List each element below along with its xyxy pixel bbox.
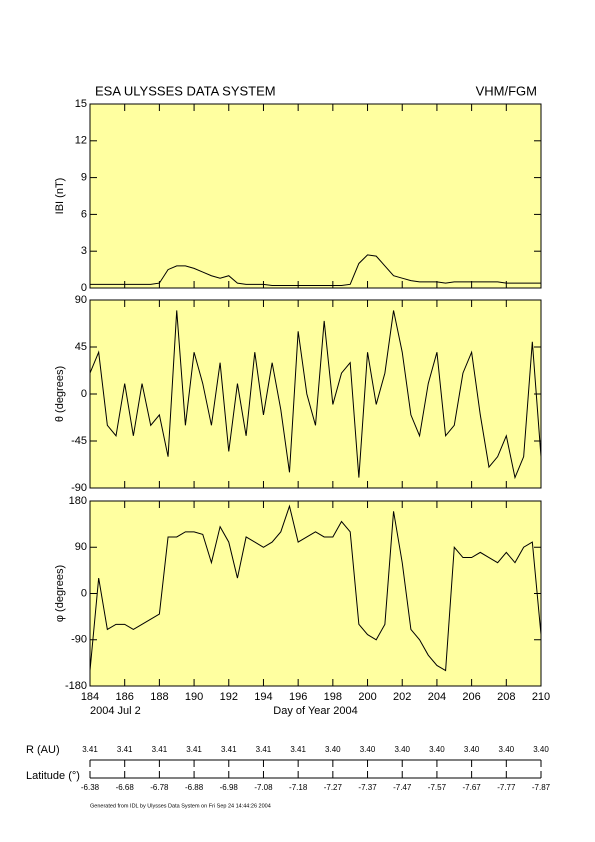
- x-tick-label: 200: [358, 691, 376, 703]
- latitude-value: -7.47: [393, 783, 412, 792]
- latitude-label: Latitude (°): [26, 770, 80, 782]
- y-tick-label: 9: [81, 172, 87, 184]
- y-tick-label: 0: [81, 282, 87, 294]
- x-tick-label: 192: [220, 691, 238, 703]
- y-tick-label: 180: [69, 495, 87, 507]
- y-tick-label: 3: [81, 245, 87, 257]
- data-line: [89, 504, 542, 672]
- r-value: 3.41: [186, 745, 202, 754]
- r-value: 3.41: [221, 745, 237, 754]
- r-value: 3.40: [325, 745, 341, 754]
- y-axis-label: IBI (nT): [54, 178, 66, 215]
- y-axis-label: θ (degrees): [54, 366, 66, 422]
- plot-area: [89, 500, 542, 687]
- r-value: 3.40: [499, 745, 515, 754]
- title: ESA ULYSSES DATA SYSTEM: [95, 83, 276, 98]
- r-value: 3.41: [117, 745, 133, 754]
- latitude-value: -7.18: [289, 783, 308, 792]
- start-date: 2004 Jul 2: [90, 705, 141, 717]
- x-tick-label: 208: [497, 691, 515, 703]
- y-axis-label: φ (degrees): [54, 565, 66, 622]
- y-tick-label: -45: [71, 435, 87, 447]
- x-tick-label: 198: [324, 691, 342, 703]
- latitude-value: -6.98: [220, 783, 239, 792]
- latitude-value: -7.27: [324, 783, 343, 792]
- r-value: 3.40: [533, 745, 549, 754]
- latitude-value: -7.87: [532, 783, 551, 792]
- x-tick-label: 188: [150, 691, 168, 703]
- y-tick-label: -90: [71, 482, 87, 494]
- plot-area: [89, 103, 542, 289]
- x-tick-label: 206: [462, 691, 480, 703]
- x-tick-label: 194: [254, 691, 272, 703]
- r-value: 3.41: [152, 745, 168, 754]
- x-tick-label: 204: [428, 691, 446, 703]
- data-line: [90, 254, 541, 287]
- latitude-value: -6.78: [150, 783, 169, 792]
- x-tick-label: 196: [289, 691, 307, 703]
- r-value: 3.40: [429, 745, 445, 754]
- r-value: 3.40: [464, 745, 480, 754]
- r-label: R (AU): [26, 744, 60, 756]
- y-tick-label: 0: [81, 388, 87, 400]
- y-tick-label: 6: [81, 208, 87, 220]
- latitude-value: -7.77: [497, 783, 516, 792]
- y-tick-label: 90: [75, 541, 87, 553]
- r-value: 3.41: [82, 745, 98, 754]
- x-tick-label: 186: [116, 691, 134, 703]
- x-tick-label: 184: [81, 691, 99, 703]
- y-tick-label: 12: [75, 135, 87, 147]
- x-axis-label: Day of Year 2004: [273, 705, 357, 717]
- y-tick-label: -180: [65, 680, 87, 692]
- y-tick-label: 90: [75, 294, 87, 306]
- y-tick-label: 45: [75, 341, 87, 353]
- generated-note: Generated from IDL by Ulysses Data Syste…: [90, 803, 271, 809]
- y-tick-label: 0: [81, 587, 87, 599]
- r-value: 3.41: [290, 745, 306, 754]
- r-value: 3.41: [256, 745, 272, 754]
- latitude-value: -7.67: [462, 783, 481, 792]
- y-tick-label: 15: [75, 98, 87, 110]
- plot-area: [89, 299, 542, 489]
- latitude-value: -7.57: [428, 783, 447, 792]
- y-tick-label: -90: [71, 634, 87, 646]
- instrument: VHM/FGM: [476, 83, 537, 98]
- x-tick-label: 210: [532, 691, 550, 703]
- data-line: [89, 310, 542, 480]
- r-value: 3.40: [394, 745, 410, 754]
- x-tick-label: 190: [185, 691, 203, 703]
- r-value: 3.40: [360, 745, 376, 754]
- x-tick-label: 202: [393, 691, 411, 703]
- latitude-value: -6.68: [116, 783, 135, 792]
- latitude-value: -7.37: [358, 783, 377, 792]
- latitude-value: -6.88: [185, 783, 204, 792]
- latitude-value: -6.38: [81, 783, 100, 792]
- latitude-value: -7.08: [254, 783, 273, 792]
